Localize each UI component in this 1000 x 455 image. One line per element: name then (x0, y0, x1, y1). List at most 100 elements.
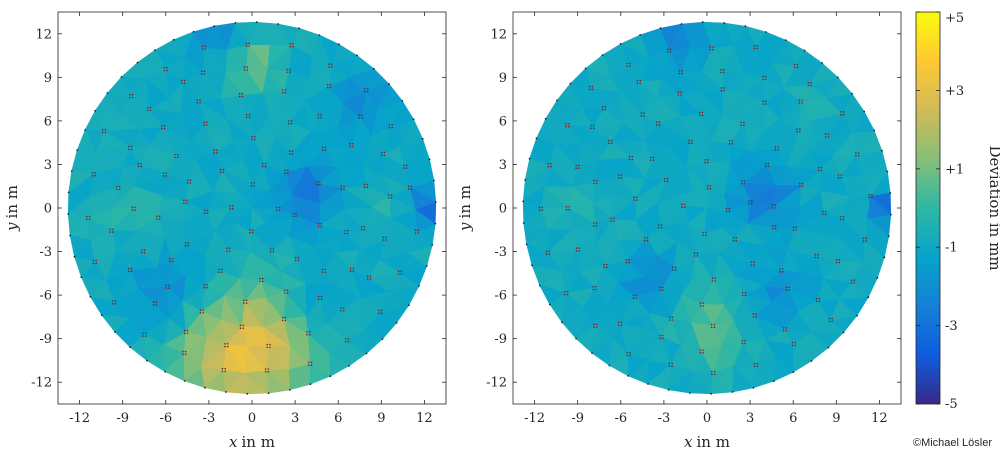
left-y-axis-label: yin m (3, 185, 21, 232)
left-target-marker (403, 164, 408, 169)
right-target-marker (704, 159, 709, 164)
left-target-marker (251, 136, 256, 141)
left-target-marker (224, 343, 229, 348)
left-edge-point (337, 43, 340, 46)
right-y-tick-label: 12 (490, 27, 507, 42)
right-edge-point (752, 386, 755, 389)
right-ticks: -12 -9 -6 -3 0 3 6 9 12 12 9 6 3 0 -3 -6 -9 -12 (486, 12, 901, 426)
left-edge-point (84, 129, 86, 131)
right-edge-point (524, 179, 527, 181)
right-y-axis-label: yin m (456, 185, 474, 232)
right-x-tick-label: -9 (571, 411, 584, 426)
left-edge-point (428, 158, 431, 161)
right-target-marker (677, 91, 682, 96)
left-target-marker (141, 249, 146, 254)
left-y-tick-label: 6 (44, 114, 52, 129)
right-edge-point (792, 371, 795, 373)
right-target-marker (762, 75, 767, 81)
right-mesh-facet (841, 195, 872, 220)
left-edge-point (365, 352, 368, 355)
right-target-marker (593, 323, 598, 328)
left-target-marker (378, 309, 383, 315)
right-edge-point (601, 54, 604, 56)
right-target-marker (764, 162, 770, 167)
right-target-marker (796, 128, 801, 133)
right-target-marker (728, 140, 734, 145)
right-target-marker (752, 313, 757, 318)
left-y-tick-label: 12 (35, 27, 52, 42)
copyright-credit: ©Michael Lösler (912, 437, 992, 449)
right-x-tick-label: 6 (789, 411, 797, 426)
left-target-marker (200, 70, 206, 75)
colorbar-label: Deviation in mm (986, 145, 1000, 270)
left-edge-point (418, 285, 420, 287)
left-x-tick-label: -3 (203, 411, 216, 426)
right-target-marker (659, 286, 664, 292)
left-mesh-facet (291, 194, 321, 216)
right-target-marker (814, 253, 819, 259)
right-target-marker (699, 349, 704, 354)
right-edge-point (827, 346, 830, 349)
right-target-marker (681, 203, 686, 208)
right-edge-point (851, 92, 853, 95)
right-target-marker (564, 290, 569, 296)
right-target-marker (771, 204, 776, 209)
left-target-marker (388, 194, 393, 199)
right-target-marker (565, 123, 570, 128)
right-edge-point (889, 213, 892, 216)
left-target-marker (286, 68, 291, 73)
right-edge-point (627, 375, 630, 377)
right-edge-point (863, 110, 866, 113)
right-target-marker (617, 321, 623, 326)
left-mesh-facet (342, 187, 374, 210)
right-edge-point (821, 62, 823, 64)
colorbar-ticks: +5 +3 +1 -1 -3 -5 (916, 11, 964, 412)
left-target-marker (186, 179, 192, 184)
right-edge-point (837, 76, 839, 79)
right-target-marker (658, 224, 663, 229)
left-target-marker (146, 106, 152, 112)
left-edge-point (213, 25, 216, 27)
right-target-marker (628, 155, 634, 161)
left-target-marker (289, 43, 294, 48)
right-target-marker (663, 177, 669, 183)
right-target-marker (824, 133, 830, 138)
left-target-marker (86, 215, 91, 221)
left-target-marker (364, 88, 369, 93)
left-edge-point (277, 23, 279, 25)
right-x-tick-label: 0 (703, 411, 711, 426)
left-target-marker (317, 222, 323, 228)
left-edge-point (73, 255, 76, 258)
right-edge-point (867, 296, 870, 299)
colorbar-gradient (915, 11, 941, 405)
left-target-marker (163, 66, 168, 72)
left-edge-point (70, 170, 73, 172)
left-target-marker (321, 146, 327, 151)
right-edge-point (531, 264, 533, 267)
right-target-marker (649, 156, 655, 161)
left-edge-point (76, 149, 79, 152)
right-y-tick-label: 0 (499, 202, 507, 217)
left-edge-point (267, 392, 270, 394)
left-target-marker (317, 114, 322, 119)
right-target-marker (740, 121, 745, 126)
right-mesh-facet (820, 190, 851, 214)
left-target-marker (284, 169, 289, 174)
right-target-marker (868, 194, 873, 199)
right-edge-point (772, 380, 775, 382)
right-y-tick-label: -3 (494, 245, 507, 260)
left-target-marker (281, 89, 287, 94)
left-edge-point (421, 138, 424, 140)
right-target-marker (791, 341, 796, 347)
right-edge-point (608, 364, 611, 367)
right-edge-point (731, 391, 734, 393)
left-target-marker (316, 181, 321, 186)
left-target-marker (292, 212, 297, 218)
right-edge-point (784, 39, 787, 41)
left-target-marker (407, 185, 413, 190)
right-target-marker (725, 207, 731, 213)
right-target-marker (545, 250, 551, 255)
right-target-marker (862, 237, 868, 242)
left-edge-point (381, 338, 384, 340)
